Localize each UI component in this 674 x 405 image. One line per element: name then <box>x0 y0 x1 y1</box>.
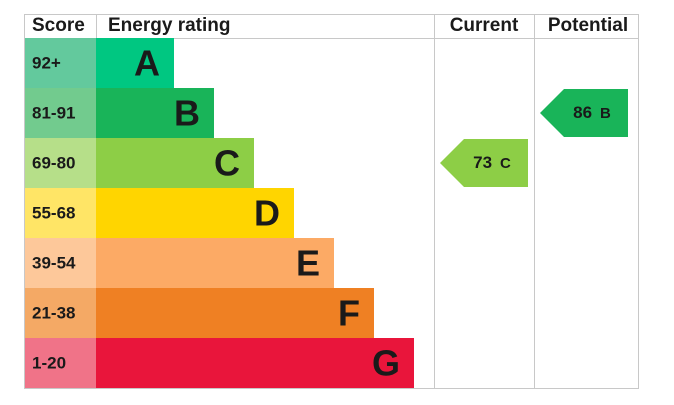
score-label: 21-38 <box>32 303 75 322</box>
header-score: Score <box>32 15 85 36</box>
rating-bar <box>96 188 294 238</box>
band-letter: E <box>296 243 320 284</box>
score-cell <box>25 38 96 88</box>
current-band: C <box>500 155 511 172</box>
grid <box>24 14 639 389</box>
current-arrow <box>440 139 528 187</box>
band-letter: A <box>134 43 160 84</box>
score-cell <box>25 138 96 188</box>
potential-band: B <box>600 105 611 122</box>
potential-arrow <box>540 89 628 137</box>
band-letter: B <box>174 93 200 134</box>
band-letter: D <box>254 193 280 234</box>
header-rating: Energy rating <box>108 15 230 36</box>
potential-value: 86 <box>573 103 592 122</box>
score-cell <box>25 288 96 338</box>
rating-bar <box>96 288 374 338</box>
score-label: 55-68 <box>32 203 75 222</box>
current-value: 73 <box>473 153 492 172</box>
potential-label: 86 B <box>573 103 611 122</box>
rating-bar <box>96 338 414 388</box>
score-cell <box>25 88 96 138</box>
score-cell <box>25 338 96 388</box>
score-label: 1-20 <box>32 353 66 372</box>
header-current: Current <box>450 15 519 36</box>
header-potential: Potential <box>548 15 628 36</box>
band-letter: F <box>338 293 360 334</box>
score-label: 39-54 <box>32 253 76 272</box>
score-cell <box>25 238 96 288</box>
rating-bar <box>96 238 334 288</box>
score-label: 92+ <box>32 53 61 72</box>
score-cell <box>25 188 96 238</box>
band-letter: C <box>214 143 240 184</box>
current-label: 73 C <box>473 153 511 172</box>
score-label: 69-80 <box>32 153 75 172</box>
rating-bar <box>96 38 174 88</box>
rating-bar <box>96 88 214 138</box>
score-label: 81-91 <box>32 103 75 122</box>
band-letter: G <box>372 343 400 384</box>
rating-bar <box>96 138 254 188</box>
